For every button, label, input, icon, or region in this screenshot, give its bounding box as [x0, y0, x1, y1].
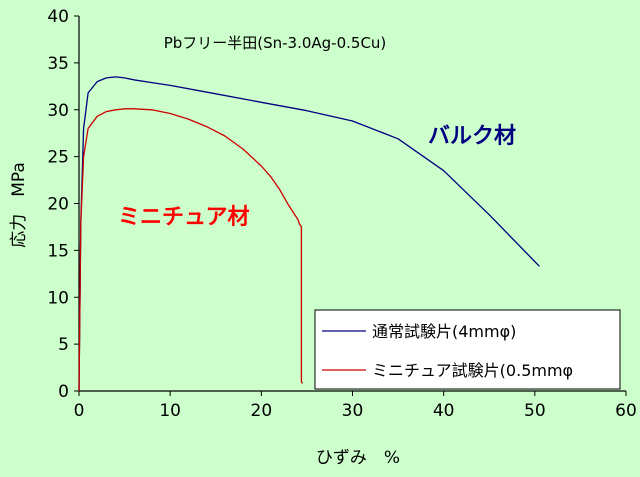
y-tick-label: 0 — [58, 382, 69, 402]
y-tick-label: 25 — [47, 148, 69, 168]
series-layer — [78, 76, 540, 392]
x-tick-label: 30 — [342, 401, 364, 421]
y-tick-labels: 0 5 10 15 20 25 30 35 40 — [47, 7, 69, 402]
legend: 通常試験片(4mmφ) ミニチュア試験片(0.5mmφ — [314, 309, 621, 390]
y-tick-label: 15 — [47, 241, 69, 261]
series-line-1 — [78, 108, 303, 392]
y-tick-label: 5 — [58, 335, 69, 355]
x-tick-label: 10 — [159, 401, 181, 421]
x-tick-label: 0 — [74, 401, 85, 421]
x-tick-labels: 0 10 20 30 40 50 60 — [74, 401, 637, 421]
annotation-bulk: バルク材 — [428, 124, 516, 149]
x-tick-label: 60 — [615, 401, 637, 421]
x-axis-title: ひずみ % — [316, 448, 400, 468]
x-tick-label: 50 — [524, 401, 546, 421]
y-tick-label: 35 — [47, 54, 69, 74]
legend-label-bulk: 通常試験片(4mmφ) — [372, 322, 516, 341]
chart-title: Pbフリー半田(Sn-3.0Ag-0.5Cu) — [164, 34, 387, 52]
y-tick-label: 30 — [47, 101, 69, 121]
series-line-0 — [78, 76, 540, 392]
x-tick-label: 40 — [433, 401, 455, 421]
y-axis-title: 応力 MPa — [9, 162, 29, 248]
x-tick-label: 20 — [251, 401, 273, 421]
y-tick-label: 10 — [47, 288, 69, 308]
axes — [74, 15, 627, 396]
y-tick-label: 40 — [47, 7, 69, 27]
legend-label-miniature: ミニチュア試験片(0.5mmφ — [372, 361, 573, 380]
legend-box — [314, 309, 621, 390]
annotation-miniature: ミニチュア材 — [118, 205, 250, 230]
y-tick-label: 20 — [47, 195, 69, 215]
